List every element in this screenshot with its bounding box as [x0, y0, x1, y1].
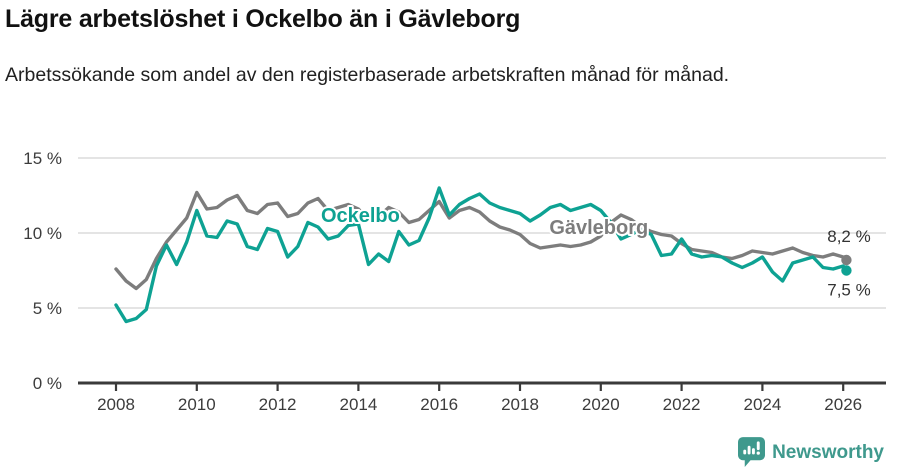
x-tick-label: 2016 [420, 395, 458, 414]
y-tick-label: 0 % [33, 374, 62, 393]
x-tick-label: 2024 [743, 395, 781, 414]
x-tick-label: 2026 [824, 395, 862, 414]
series-inline-label-gävleborg: Gävleborg [549, 217, 648, 239]
chart-subtitle: Arbetssökande som andel av den registerb… [5, 64, 730, 86]
x-tick-label: 2012 [259, 395, 297, 414]
y-tick-label: 5 % [33, 299, 62, 318]
x-tick-label: 2022 [663, 395, 701, 414]
newsworthy-logo-icon [738, 437, 766, 467]
y-tick-label: 15 % [23, 149, 62, 168]
series-inline-label-ockelbo: Ockelbo [321, 205, 400, 227]
x-tick-label: 2014 [339, 395, 377, 414]
x-tick-label: 2020 [582, 395, 620, 414]
unemployment-line-chart: 0 % 5 % 10 % 15 % 2008 2010 2012 2014 2016 2018 20… [23, 149, 886, 414]
x-tick-label: 2018 [501, 395, 539, 414]
series-end-label-gävleborg: 8,2 % [827, 227, 870, 246]
footer-brand-link[interactable]: Newsworthy [738, 437, 884, 468]
chart-title: Lägre arbetslöshet i Ockelbo än i Gävleb… [5, 5, 521, 33]
series-end-label-ockelbo: 7,5 % [827, 281, 870, 300]
series-end-dot-gävleborg [841, 254, 852, 266]
x-tick-label: 2008 [97, 395, 135, 414]
series-line-ockelbo [114, 186, 849, 324]
footer-brand-name: Newsworthy [772, 441, 884, 463]
x-tick-label: 2010 [178, 395, 216, 414]
series-end-dot-ockelbo [841, 265, 852, 276]
y-tick-label: 10 % [23, 224, 62, 243]
series-line-gävleborg [114, 190, 849, 291]
